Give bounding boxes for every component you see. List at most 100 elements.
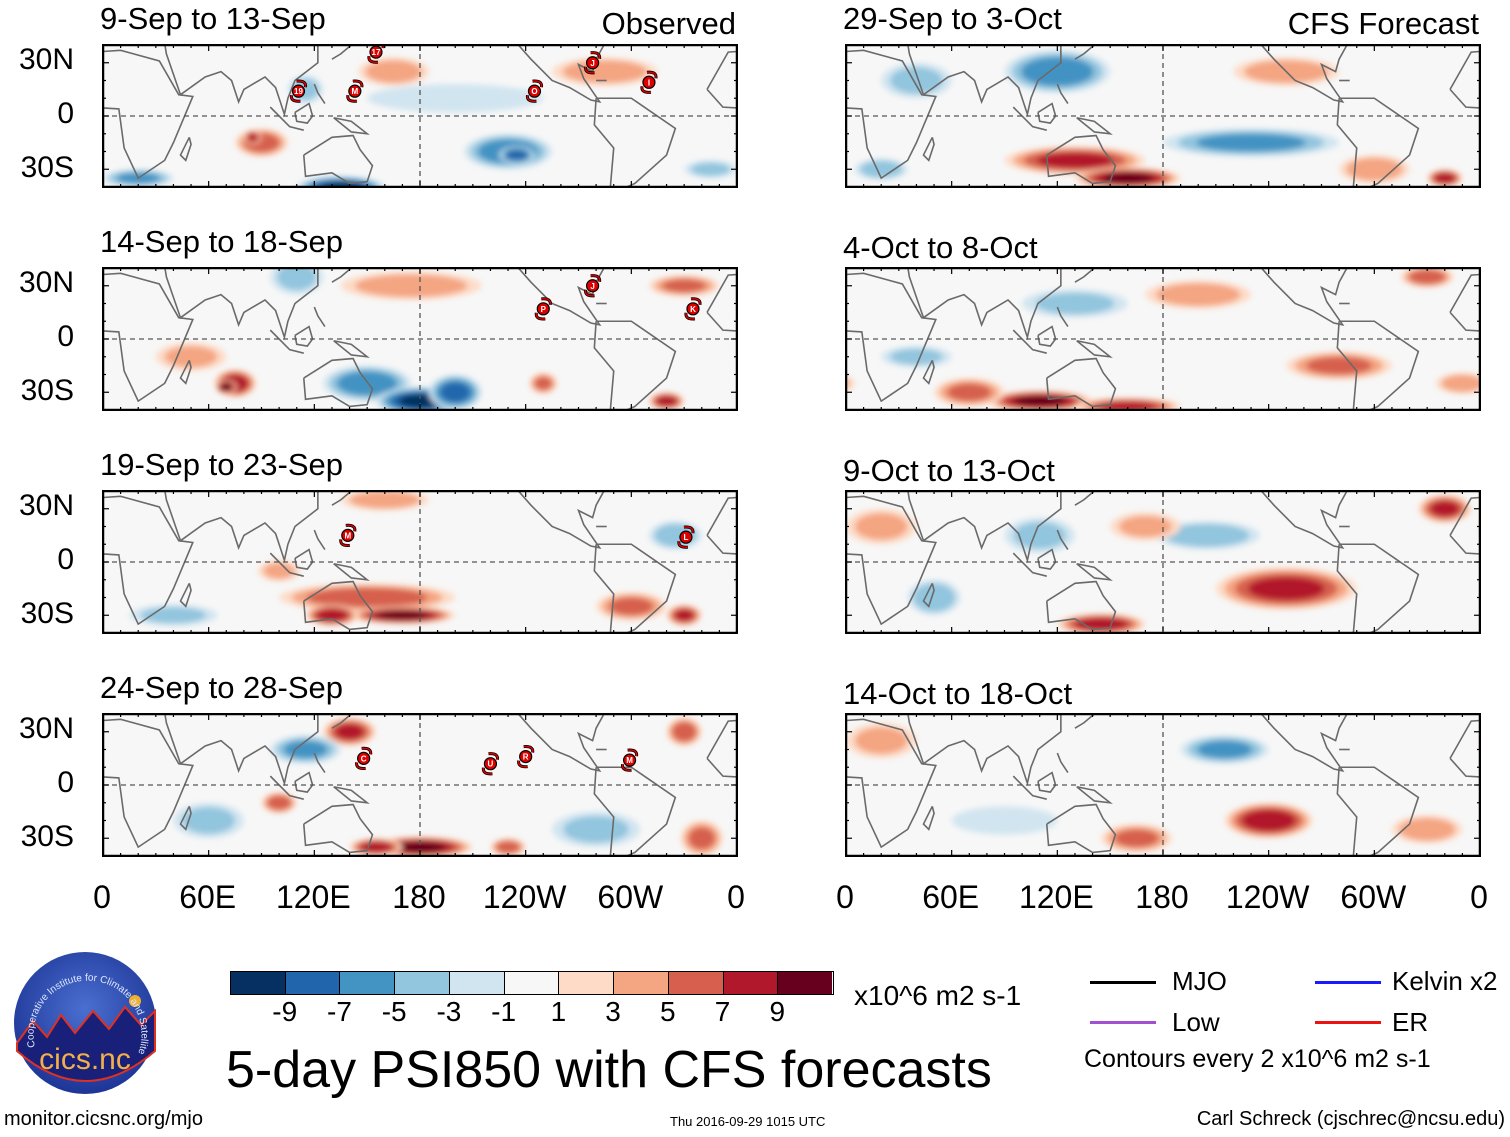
anomaly-contour — [1156, 283, 1241, 306]
anomaly-contour — [860, 160, 903, 178]
colorbar-tick-label: 1 — [550, 996, 567, 1027]
anomaly-contour — [1101, 172, 1154, 184]
x-tick-label: 120W — [1225, 879, 1310, 915]
coastline — [164, 714, 319, 787]
storm-label: M — [626, 756, 633, 765]
anomaly-contour — [534, 376, 553, 390]
anomaly-contour — [1035, 292, 1115, 315]
anomaly-contour — [563, 816, 629, 843]
storm-label: C — [361, 754, 367, 763]
panel-title: 29-Sep to 3-Oct — [843, 1, 1062, 36]
legend-er-line — [1315, 1021, 1381, 1024]
coastline — [313, 752, 326, 774]
map-panel — [845, 267, 1481, 411]
anomaly-contour — [307, 587, 428, 608]
anomaly-contour — [1241, 809, 1296, 832]
colorbar-tick-label: -3 — [436, 996, 462, 1027]
coastline — [846, 495, 937, 626]
colorbar-swatch — [340, 972, 396, 994]
coastline — [331, 714, 352, 729]
coastline — [1260, 45, 1348, 103]
colorbar-tick-label: -7 — [327, 996, 352, 1027]
anomaly-contour — [674, 609, 694, 622]
y-tick-label: 0 — [57, 766, 74, 799]
tropical-cyclone-icon: P — [534, 297, 552, 321]
coastline — [1012, 552, 1047, 577]
coastline — [1037, 771, 1057, 793]
coastline — [1045, 580, 1117, 631]
coastline — [294, 325, 314, 347]
coastline — [1012, 329, 1047, 354]
colorbar-swatch — [449, 972, 505, 994]
colorbar-swatch — [778, 972, 832, 994]
x-tick-label: 120E — [275, 879, 351, 915]
x-tick-label: 0 — [1470, 879, 1488, 915]
anomaly-contour — [562, 60, 648, 83]
coastline — [1076, 339, 1113, 358]
panel-title: 14-Sep to 18-Sep — [100, 224, 344, 259]
tropical-cyclone-icon: 19 — [289, 79, 308, 103]
storm-label: 19 — [294, 87, 303, 96]
coastline — [164, 45, 319, 118]
coastline — [922, 582, 935, 608]
coastline — [922, 805, 935, 831]
observed-label: Observed — [601, 6, 736, 41]
coastline — [269, 106, 304, 131]
colorbar-tick-label: 7 — [714, 996, 731, 1027]
tropical-cyclone-icon: J — [584, 274, 602, 298]
anomaly-contour — [1430, 501, 1460, 517]
coastline — [179, 582, 192, 608]
tropical-cyclone-icon: M — [620, 748, 639, 772]
coastline — [1012, 775, 1047, 800]
cfs-forecast-label: CFS Forecast — [1287, 6, 1479, 41]
anomaly-contour — [263, 562, 295, 579]
storm-label: U — [488, 760, 494, 769]
footer-author: Carl Schreck (cjschrec@ncsu.edu) — [1196, 1108, 1505, 1130]
anomaly-contour — [688, 827, 715, 850]
coastline — [846, 272, 937, 403]
anomaly-contour — [440, 382, 470, 402]
coastline — [1045, 134, 1117, 185]
coastline — [907, 45, 1062, 118]
anomaly-contour — [220, 383, 233, 391]
anomaly-contour — [335, 724, 364, 740]
y-tick-label: 0 — [57, 320, 74, 353]
anomaly-contour — [1013, 522, 1066, 549]
map-panel: P J K — [102, 267, 738, 411]
panel-title: 24-Sep to 28-Sep — [100, 670, 344, 705]
coastline — [313, 306, 326, 328]
anomaly-contour — [182, 807, 235, 834]
anomaly-contour — [951, 806, 1058, 835]
coastline — [331, 268, 352, 283]
x-tick-label: 180 — [1135, 879, 1189, 915]
map-panel: 17 19 M O J I — [102, 44, 738, 188]
anomaly-contour — [1409, 269, 1446, 285]
colorbar-tick-label: -5 — [381, 996, 407, 1027]
colorbar-swatch — [285, 972, 341, 994]
anomaly-contour — [376, 610, 429, 620]
y-tick-label: 30S — [20, 151, 74, 184]
coastline — [1074, 268, 1095, 283]
legend-kelvin-label: Kelvin x2 — [1392, 966, 1498, 996]
map-panel — [845, 713, 1481, 857]
legend-er-label: ER — [1392, 1007, 1429, 1037]
coastline — [1076, 562, 1113, 581]
coastline — [313, 529, 326, 551]
x-tick-label: 60E — [922, 879, 980, 915]
colorbar-swatch — [559, 972, 615, 994]
y-tick-label: 30S — [20, 597, 74, 630]
anomaly-contour — [354, 274, 468, 298]
y-tick-label: 30N — [18, 266, 74, 299]
colorbar-swatch — [395, 972, 450, 994]
footer-url[interactable]: monitor.cicsnc.org/mjo — [4, 1108, 203, 1130]
storm-label: O — [531, 87, 537, 96]
tropical-cyclone-icon: M — [346, 79, 364, 103]
colorbar-tick-label: -9 — [272, 996, 298, 1027]
anomaly-contour — [315, 608, 348, 622]
anomaly-contour — [349, 491, 420, 509]
legend-mjo-line — [1090, 981, 1156, 984]
coastline — [1260, 491, 1348, 549]
y-tick-label: 0 — [57, 97, 74, 130]
coastline — [333, 116, 370, 135]
coastline — [333, 562, 370, 581]
